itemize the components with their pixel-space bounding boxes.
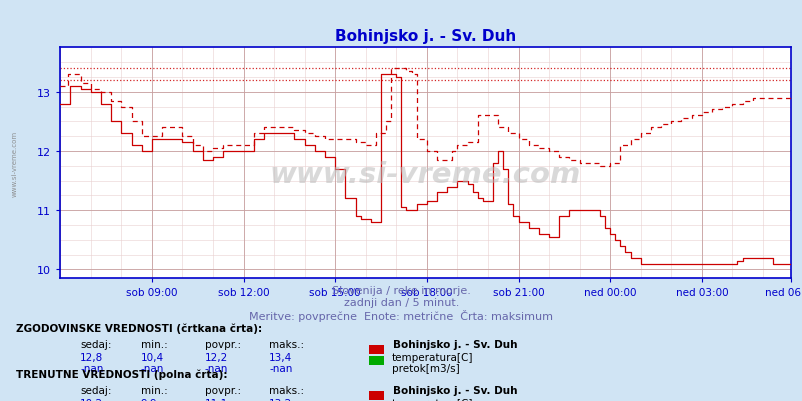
Text: 13,4: 13,4 bbox=[269, 352, 292, 362]
Text: ZGODOVINSKE VREDNOSTI (črtkana črta):: ZGODOVINSKE VREDNOSTI (črtkana črta): bbox=[16, 323, 262, 333]
Text: maks.:: maks.: bbox=[269, 385, 304, 395]
Title: Bohinjsko j. - Sv. Duh: Bohinjsko j. - Sv. Duh bbox=[334, 29, 516, 44]
Text: povpr.:: povpr.: bbox=[205, 339, 241, 349]
Text: Bohinjsko j. - Sv. Duh: Bohinjsko j. - Sv. Duh bbox=[393, 339, 517, 349]
Text: -nan: -nan bbox=[205, 363, 228, 373]
Text: temperatura[C]: temperatura[C] bbox=[391, 398, 472, 401]
Text: sedaj:: sedaj: bbox=[80, 339, 111, 349]
Text: temperatura[C]: temperatura[C] bbox=[391, 352, 472, 362]
Text: 12,2: 12,2 bbox=[205, 352, 228, 362]
Text: 11,1: 11,1 bbox=[205, 398, 228, 401]
Text: zadnji dan / 5 minut.: zadnji dan / 5 minut. bbox=[343, 298, 459, 308]
Text: Slovenija / reke in morje.: Slovenija / reke in morje. bbox=[332, 286, 470, 296]
Text: TRENUTNE VREDNOSTI (polna črta):: TRENUTNE VREDNOSTI (polna črta): bbox=[16, 369, 227, 379]
Text: www.si-vreme.com: www.si-vreme.com bbox=[269, 161, 581, 189]
Text: 12,8: 12,8 bbox=[80, 352, 103, 362]
Text: -nan: -nan bbox=[80, 363, 103, 373]
Text: 10,2: 10,2 bbox=[80, 398, 103, 401]
Text: www.si-vreme.com: www.si-vreme.com bbox=[12, 130, 18, 196]
Text: povpr.:: povpr.: bbox=[205, 385, 241, 395]
Text: 9,9: 9,9 bbox=[140, 398, 157, 401]
Text: sedaj:: sedaj: bbox=[80, 385, 111, 395]
Text: Meritve: povprečne  Enote: metrične  Črta: maksimum: Meritve: povprečne Enote: metrične Črta:… bbox=[249, 310, 553, 322]
Text: min.:: min.: bbox=[140, 385, 167, 395]
Text: min.:: min.: bbox=[140, 339, 167, 349]
Text: -nan: -nan bbox=[269, 363, 292, 373]
Text: maks.:: maks.: bbox=[269, 339, 304, 349]
Text: -nan: -nan bbox=[140, 363, 164, 373]
Text: 13,2: 13,2 bbox=[269, 398, 292, 401]
Text: Bohinjsko j. - Sv. Duh: Bohinjsko j. - Sv. Duh bbox=[393, 385, 517, 395]
Text: pretok[m3/s]: pretok[m3/s] bbox=[391, 363, 459, 373]
Text: 10,4: 10,4 bbox=[140, 352, 164, 362]
